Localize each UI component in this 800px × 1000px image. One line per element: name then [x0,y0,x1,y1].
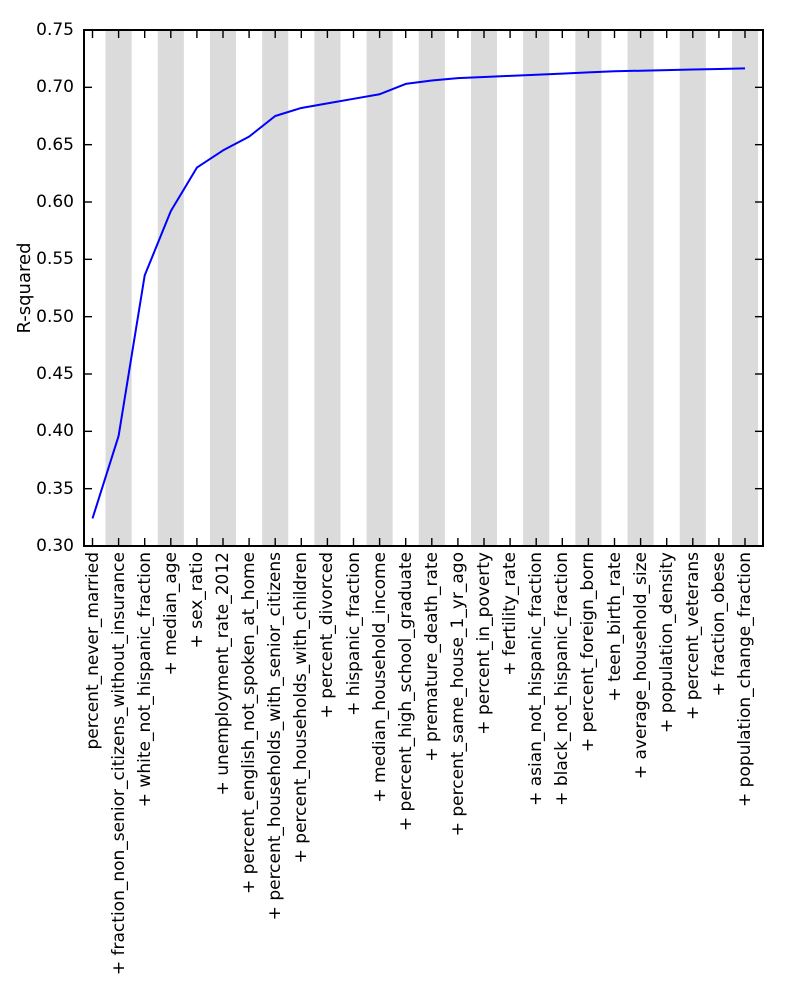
y-tick-label: 0.60 [36,192,74,212]
plot-frame [83,29,764,547]
x-tick-label: + fraction_obese [708,552,729,697]
x-tick-label: + average_household_size [630,552,651,780]
x-tick-label: + median_household_income [369,552,390,803]
y-tick-label: 0.65 [36,134,74,155]
x-tick-label: + teen_birth_rate [604,552,625,702]
y-tick-label: 0.75 [36,20,74,40]
x-tick-label: + percent_households_with_senior_citizen… [265,552,286,921]
column-band [418,30,445,546]
x-tick-label: + percent_in_poverty [474,552,494,735]
column-band [470,30,498,546]
x-tick-label: + percent_high_school_graduate [395,552,416,832]
x-tick-label: + fertility_rate [500,552,521,676]
x-tick-label: + asian_not_hispanic_fraction [526,552,547,806]
x-tick-label: + population_density [656,552,677,733]
x-tick-label: + percent_same_house_1_yr_ago [447,552,468,837]
x-tick-label: + percent_english_not_spoken_at_home [239,552,260,895]
x-tick-label: + median_age [160,552,181,676]
y-tick-label: 0.35 [36,478,74,499]
x-tick-label: + percent_households_with_children [291,552,312,864]
column-band [575,30,602,546]
x-tick-label: + population_change_fraction [735,552,755,807]
x-tick-label: + unemployment_rate_2012 [213,552,233,796]
x-tick-label: + sex_ratio [186,552,207,649]
y-tick-label: 0.40 [36,421,74,442]
column-band [679,30,706,546]
x-tick-label: + fraction_non_senior_citizens_without_i… [108,552,129,976]
x-tick-label: + percent_veterans [682,552,703,720]
column-band [731,30,759,546]
x-tick-label: + white_not_hispanic_fraction [134,552,155,808]
x-tick-label: + premature_death_rate [421,552,442,762]
y-tick-labels: 0.30 0.35 0.40 0.45 0.50 0.55 0.60 0.65 0.70 0.75 [0,0,74,1000]
y-tick-label: 0.45 [36,364,74,384]
y-tick-label: 0.50 [36,306,74,327]
y-tick-label: 0.30 [36,536,74,556]
column-band [209,30,237,546]
column-band [105,30,132,546]
y-tick-label: 0.55 [36,249,74,270]
column-band [627,30,654,546]
x-tick-label: + percent_divorced [317,552,338,719]
column-band [366,30,393,546]
column-band [157,30,184,546]
x-tick-label: + percent_foreign_born [578,552,599,753]
x-tick-label: percent_never_married [82,552,103,750]
y-tick-label: 0.70 [36,77,74,98]
column-band [314,30,341,546]
x-tick-label: + black_not_hispanic_fraction [552,552,573,806]
column-band [523,30,550,546]
r-squared-line [91,67,746,519]
x-tick-label: + hispanic_fraction [343,552,364,716]
